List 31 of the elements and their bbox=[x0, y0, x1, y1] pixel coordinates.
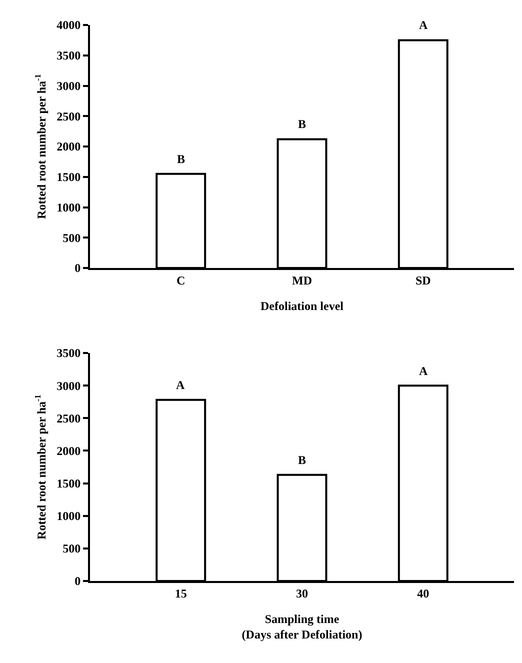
y-tick-label: 3000 bbox=[56, 378, 81, 393]
y-tick-label: 4000 bbox=[56, 18, 81, 32]
annotation: B bbox=[298, 117, 306, 131]
y-tick-label: 3500 bbox=[56, 48, 81, 63]
y-tick-label: 3000 bbox=[56, 78, 81, 93]
annotation: B bbox=[298, 453, 306, 467]
annotation: B bbox=[177, 152, 186, 166]
annotation: A bbox=[419, 364, 428, 378]
annotation: A bbox=[419, 18, 428, 32]
x-tick-label: SD bbox=[415, 273, 432, 288]
y-tick-label: 500 bbox=[62, 542, 81, 556]
y-tick-label: 2500 bbox=[56, 109, 81, 124]
y-tick-label: 1000 bbox=[56, 200, 81, 214]
y-tick-label: 1500 bbox=[56, 476, 81, 490]
x-axis-title: Defoliation level bbox=[260, 298, 344, 313]
annotation: A bbox=[176, 378, 185, 392]
y-tick-label: 0 bbox=[74, 261, 81, 276]
y-tick-label: 3500 bbox=[56, 346, 81, 360]
x-tick-label: C bbox=[176, 273, 186, 288]
y-tick-label: 2500 bbox=[56, 411, 81, 426]
y-tick-label: 2000 bbox=[56, 140, 81, 154]
x-tick-label: 15 bbox=[174, 586, 187, 600]
y-tick-label: 500 bbox=[62, 230, 81, 245]
x-tick-label: 30 bbox=[296, 586, 308, 600]
x-tick-label: MD bbox=[292, 273, 312, 288]
y-tick-label: 1000 bbox=[56, 509, 81, 524]
y-tick-label: 2000 bbox=[56, 444, 81, 458]
x-tick-label: 40 bbox=[417, 586, 430, 600]
y-tick-label: 1500 bbox=[56, 170, 81, 184]
y-tick-label: 0 bbox=[74, 574, 81, 588]
x-axis-title: Sampling time (Days after Defoliation) bbox=[242, 612, 362, 642]
